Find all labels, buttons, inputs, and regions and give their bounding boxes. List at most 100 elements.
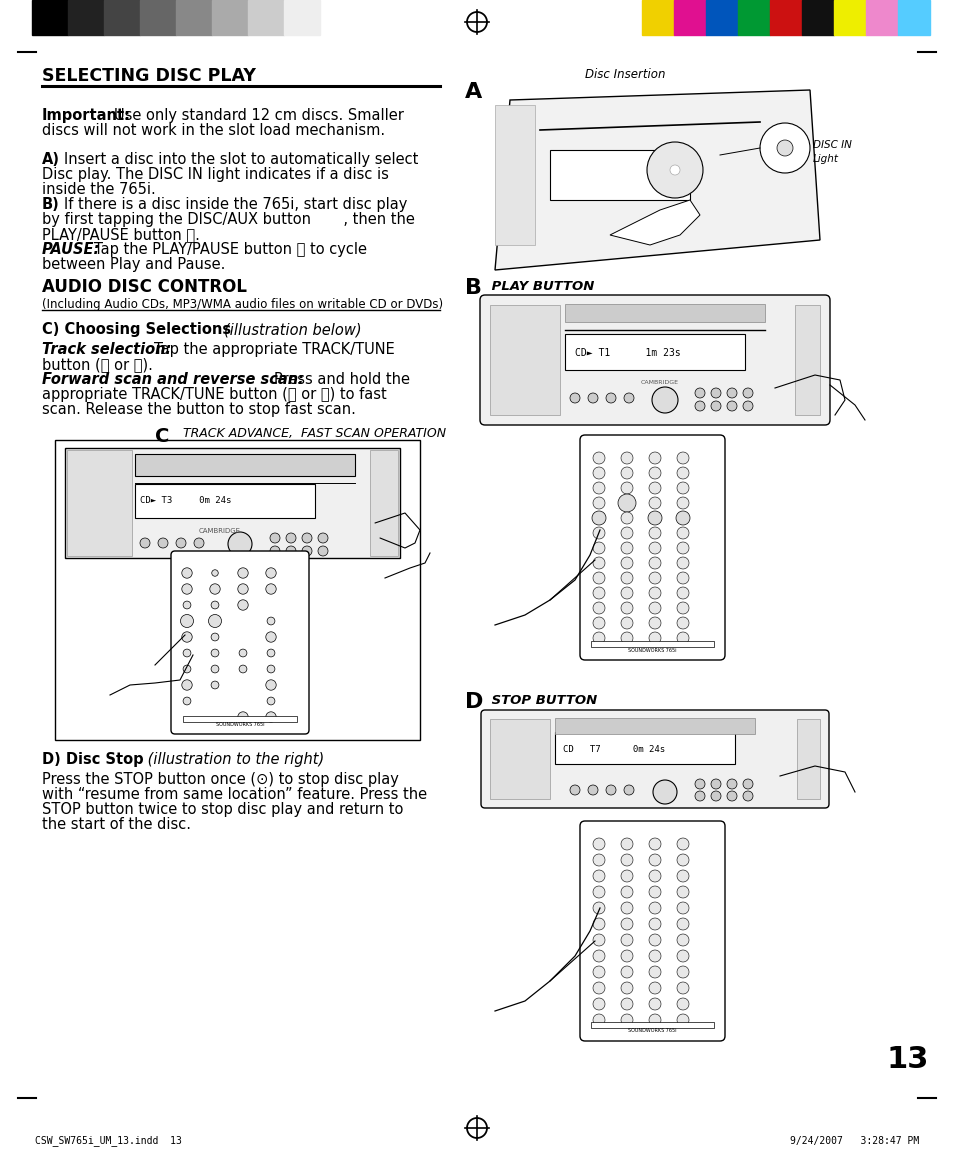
Circle shape [710,791,720,801]
Circle shape [211,681,218,689]
Text: DISC IN: DISC IN [812,140,851,150]
Circle shape [677,886,688,898]
Circle shape [593,950,604,962]
Circle shape [237,567,248,578]
Circle shape [648,982,660,994]
Circle shape [677,542,688,554]
Bar [590,641,713,647]
Circle shape [605,785,616,795]
Circle shape [593,617,604,628]
Circle shape [742,791,752,801]
Text: 9/24/2007   3:28:47 PM: 9/24/2007 3:28:47 PM [789,1136,918,1146]
Circle shape [593,854,604,866]
Polygon shape [609,200,700,245]
Text: PAUSE:: PAUSE: [42,242,100,257]
Circle shape [317,546,328,556]
Bar [769,0,801,35]
Circle shape [593,1014,604,1026]
Circle shape [648,527,660,539]
Circle shape [677,467,688,479]
Circle shape [677,557,688,569]
Circle shape [620,886,633,898]
Text: button (ⓘ or ⓘ).: button (ⓘ or ⓘ). [42,357,152,372]
Text: STOP BUTTON: STOP BUTTON [486,694,597,707]
Circle shape [648,572,660,584]
Circle shape [742,388,752,398]
Circle shape [593,452,604,464]
Circle shape [212,570,218,577]
Circle shape [648,950,660,962]
Circle shape [695,401,704,411]
Text: STOP button twice to stop disc play and return to: STOP button twice to stop disc play and … [42,802,403,817]
Circle shape [726,388,737,398]
Text: If there is a disc inside the 765i, start disc play: If there is a disc inside the 765i, star… [64,197,407,212]
Bar [32,0,68,35]
Text: appropriate TRACK/TUNE button (ⓘ or ⓘ) to fast: appropriate TRACK/TUNE button (ⓘ or ⓘ) t… [42,387,386,402]
Circle shape [183,649,191,657]
Circle shape [676,511,689,525]
FancyBboxPatch shape [480,710,828,808]
Circle shape [158,538,168,548]
Circle shape [695,791,704,801]
Circle shape [620,572,633,584]
Circle shape [652,780,677,805]
Circle shape [239,665,247,673]
Circle shape [270,546,280,556]
Bar [673,0,705,35]
Text: scan. Release the button to stop fast scan.: scan. Release the button to stop fast sc… [42,402,355,417]
Circle shape [267,698,274,704]
Circle shape [267,649,274,657]
Circle shape [620,587,633,599]
Circle shape [620,966,633,978]
Circle shape [620,918,633,930]
Circle shape [228,532,252,556]
FancyBboxPatch shape [579,435,724,660]
Text: (illustration to the right): (illustration to the right) [143,752,324,767]
Circle shape [620,870,633,882]
Circle shape [710,388,720,398]
Circle shape [677,870,688,882]
Circle shape [648,998,660,1009]
Text: SOUNDWORKS 765i: SOUNDWORKS 765i [215,723,264,727]
Text: Track selection:: Track selection: [42,342,172,357]
Text: inside the 765i.: inside the 765i. [42,182,155,197]
Text: PLAY BUTTON: PLAY BUTTON [486,280,594,294]
Circle shape [620,1014,633,1026]
Bar [897,0,929,35]
Bar [794,305,820,416]
Circle shape [620,482,633,494]
Circle shape [317,533,328,543]
Circle shape [237,600,248,610]
Text: CD► T1      1m 23s: CD► T1 1m 23s [575,348,680,358]
Text: (Including Audio CDs, MP3/WMA audio files on writable CD or DVDs): (Including Audio CDs, MP3/WMA audio file… [42,298,442,311]
Circle shape [266,584,276,594]
Bar [284,0,319,35]
Circle shape [648,854,660,866]
Circle shape [593,933,604,946]
Circle shape [569,785,579,795]
Text: PLAY/PAUSE button ⓘ.: PLAY/PAUSE button ⓘ. [42,227,200,242]
Circle shape [302,533,312,543]
Circle shape [648,902,660,914]
Circle shape [620,838,633,849]
Bar [550,150,689,200]
Circle shape [726,791,737,801]
Bar [801,0,833,35]
Circle shape [593,838,604,849]
Text: between Play and Pause.: between Play and Pause. [42,257,225,272]
Circle shape [677,587,688,599]
FancyBboxPatch shape [579,821,724,1041]
Circle shape [593,870,604,882]
Circle shape [593,497,604,509]
Circle shape [620,902,633,914]
Circle shape [677,950,688,962]
Text: CD   T7      0m 24s: CD T7 0m 24s [562,746,664,755]
Circle shape [648,542,660,554]
Text: Light: Light [812,154,838,163]
Text: with “resume from same location” feature. Press the: with “resume from same location” feature… [42,787,427,802]
Circle shape [677,527,688,539]
Bar [135,453,355,477]
Text: discs will not work in the slot load mechanism.: discs will not work in the slot load mec… [42,123,385,138]
Text: CSW_SW765i_UM_13.indd  13: CSW_SW765i_UM_13.indd 13 [35,1136,182,1146]
Text: Important:: Important: [42,108,131,123]
